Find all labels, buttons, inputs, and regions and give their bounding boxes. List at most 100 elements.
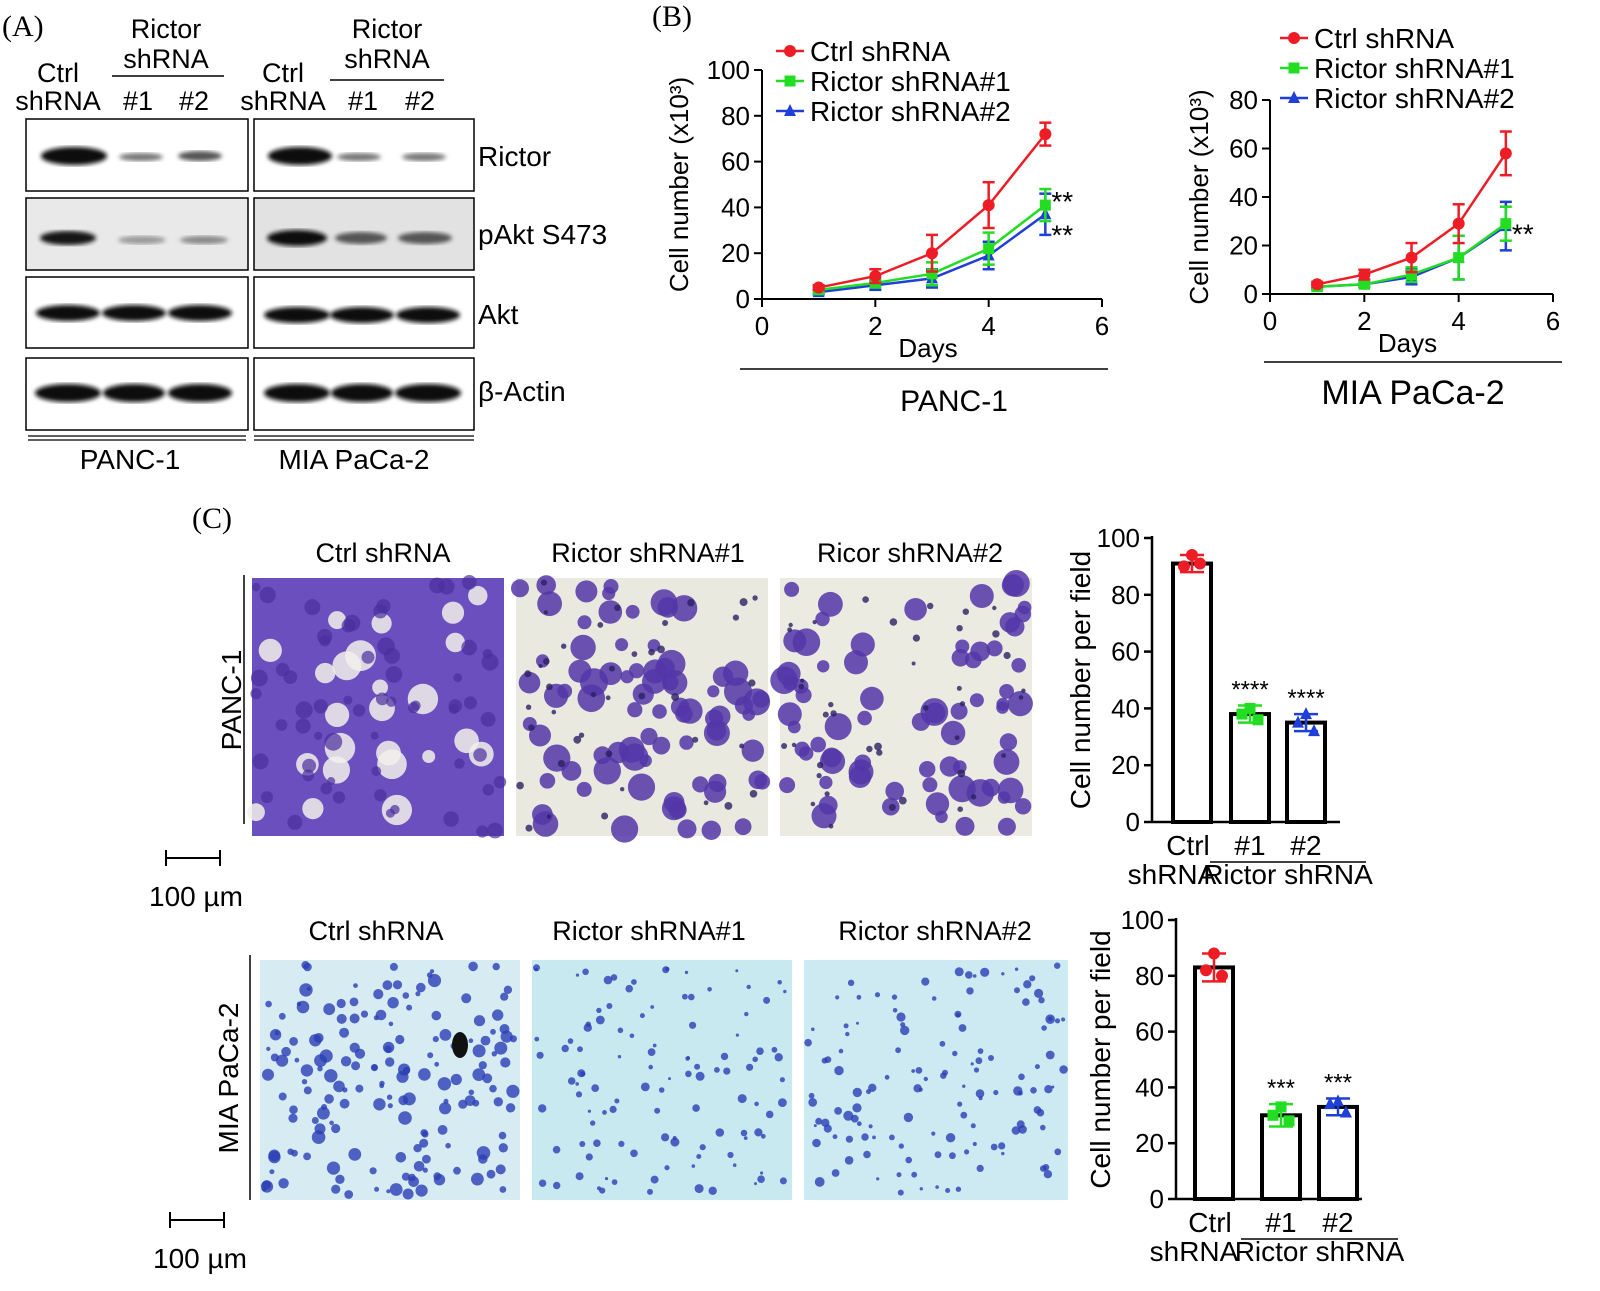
stain-blob xyxy=(270,1053,279,1062)
y-tick-label: 40 xyxy=(721,192,750,222)
stain-blob xyxy=(1054,962,1061,969)
stain-blob xyxy=(884,1074,890,1080)
stain-blob xyxy=(317,1066,323,1072)
stain-blob xyxy=(969,693,984,708)
stain-blob xyxy=(473,1015,486,1027)
legend-label: Rictor shRNA#2 xyxy=(810,96,1011,127)
stain-blob xyxy=(468,1089,475,1096)
stain-blob xyxy=(972,974,977,978)
stain-blob xyxy=(1023,980,1032,989)
stain-blob xyxy=(774,1053,783,1062)
stain-blob xyxy=(591,1084,600,1092)
significance-marker: **** xyxy=(1231,677,1268,704)
stain-blob xyxy=(422,750,436,763)
lane-1-header: #1 xyxy=(123,86,153,116)
stain-blob xyxy=(602,1110,607,1115)
cell-stain-blobs xyxy=(260,961,520,1200)
blot-cellline-mia: MIA PaCa-2 xyxy=(279,444,430,475)
data-point xyxy=(983,243,995,255)
stain-blob xyxy=(857,710,872,726)
stain-blob xyxy=(743,1136,748,1140)
stain-blob xyxy=(299,983,313,997)
x-label: shRNA xyxy=(1150,1236,1239,1267)
stain-blob xyxy=(329,1120,334,1126)
group-label: Rictor shRNA xyxy=(1203,859,1373,890)
stain-blob xyxy=(631,651,638,657)
stain-blob xyxy=(302,758,317,773)
stain-blob xyxy=(682,993,688,1000)
stain-blob xyxy=(533,964,540,972)
stain-blob xyxy=(461,639,477,656)
stain-blob xyxy=(860,686,884,711)
stain-blob xyxy=(472,1068,486,1081)
stain-blob xyxy=(811,1027,815,1032)
stain-blob xyxy=(247,803,265,822)
stain-blob xyxy=(392,980,403,990)
stain-blob xyxy=(454,728,479,754)
stain-blob xyxy=(650,1005,655,1009)
stain-blob xyxy=(606,1003,613,1009)
stain-blob xyxy=(402,1188,414,1200)
significance-marker: ** xyxy=(1051,219,1073,250)
stain-blob xyxy=(503,985,513,994)
stain-blob xyxy=(561,1044,569,1053)
stain-blob xyxy=(371,613,392,634)
scale-bar-2-label: 100 µm xyxy=(153,1243,247,1274)
stain-blob xyxy=(892,1008,898,1013)
stain-blob xyxy=(752,595,758,601)
stain-blob xyxy=(322,756,350,784)
replicate-point xyxy=(1308,724,1320,737)
replicate-point xyxy=(1186,549,1198,562)
stain-blob xyxy=(923,1076,928,1082)
stain-blob xyxy=(401,1172,411,1181)
stain-blob xyxy=(615,638,629,652)
stain-blob xyxy=(977,1048,984,1054)
band xyxy=(398,232,452,244)
stain-blob xyxy=(810,801,816,807)
stain-blob xyxy=(464,696,477,710)
legend-marker xyxy=(1288,32,1300,44)
stain-blob xyxy=(950,702,968,720)
stain-blob xyxy=(715,1128,725,1137)
stain-blob xyxy=(546,814,552,819)
data-point xyxy=(1405,251,1418,264)
stain-blob xyxy=(787,627,792,633)
stain-blob xyxy=(296,1000,310,1014)
stain-blob xyxy=(831,1169,840,1177)
stain-blob xyxy=(259,586,276,604)
replicate-point xyxy=(1292,715,1304,728)
stain-blob xyxy=(557,760,566,768)
band xyxy=(330,307,394,323)
x-label: #1 xyxy=(1234,830,1265,861)
stain-blob xyxy=(518,671,541,694)
stain-blob xyxy=(472,1044,486,1058)
data-point xyxy=(982,199,995,212)
stain-blob xyxy=(955,639,970,654)
stain-blob xyxy=(661,1133,670,1142)
legend-label: Ctrl shRNA xyxy=(1314,23,1454,54)
replicate-point xyxy=(1267,1109,1279,1121)
stain-blob xyxy=(848,765,872,788)
cell-stain-blobs xyxy=(533,964,787,1196)
stain-blob xyxy=(567,1077,576,1085)
stain-blob xyxy=(903,1112,914,1123)
stain-blob xyxy=(694,1184,704,1194)
stain-blob xyxy=(473,748,487,762)
stain-blob xyxy=(638,692,646,700)
stain-blob xyxy=(999,612,1021,633)
stain-blob xyxy=(696,1154,702,1159)
western-blot-panels xyxy=(25,118,475,431)
stain-blob xyxy=(1018,1090,1023,1096)
stain-blob xyxy=(352,704,366,717)
stain-blob xyxy=(650,589,678,616)
stain-blob xyxy=(281,1046,291,1057)
stain-blob xyxy=(250,669,268,687)
stain-blob xyxy=(360,1010,369,1018)
band xyxy=(395,384,461,402)
stain-blob xyxy=(856,994,862,1000)
stain-blob xyxy=(934,1151,942,1159)
stain-blob xyxy=(537,591,562,617)
stain-blob xyxy=(327,777,336,786)
stain-blob xyxy=(543,744,571,772)
